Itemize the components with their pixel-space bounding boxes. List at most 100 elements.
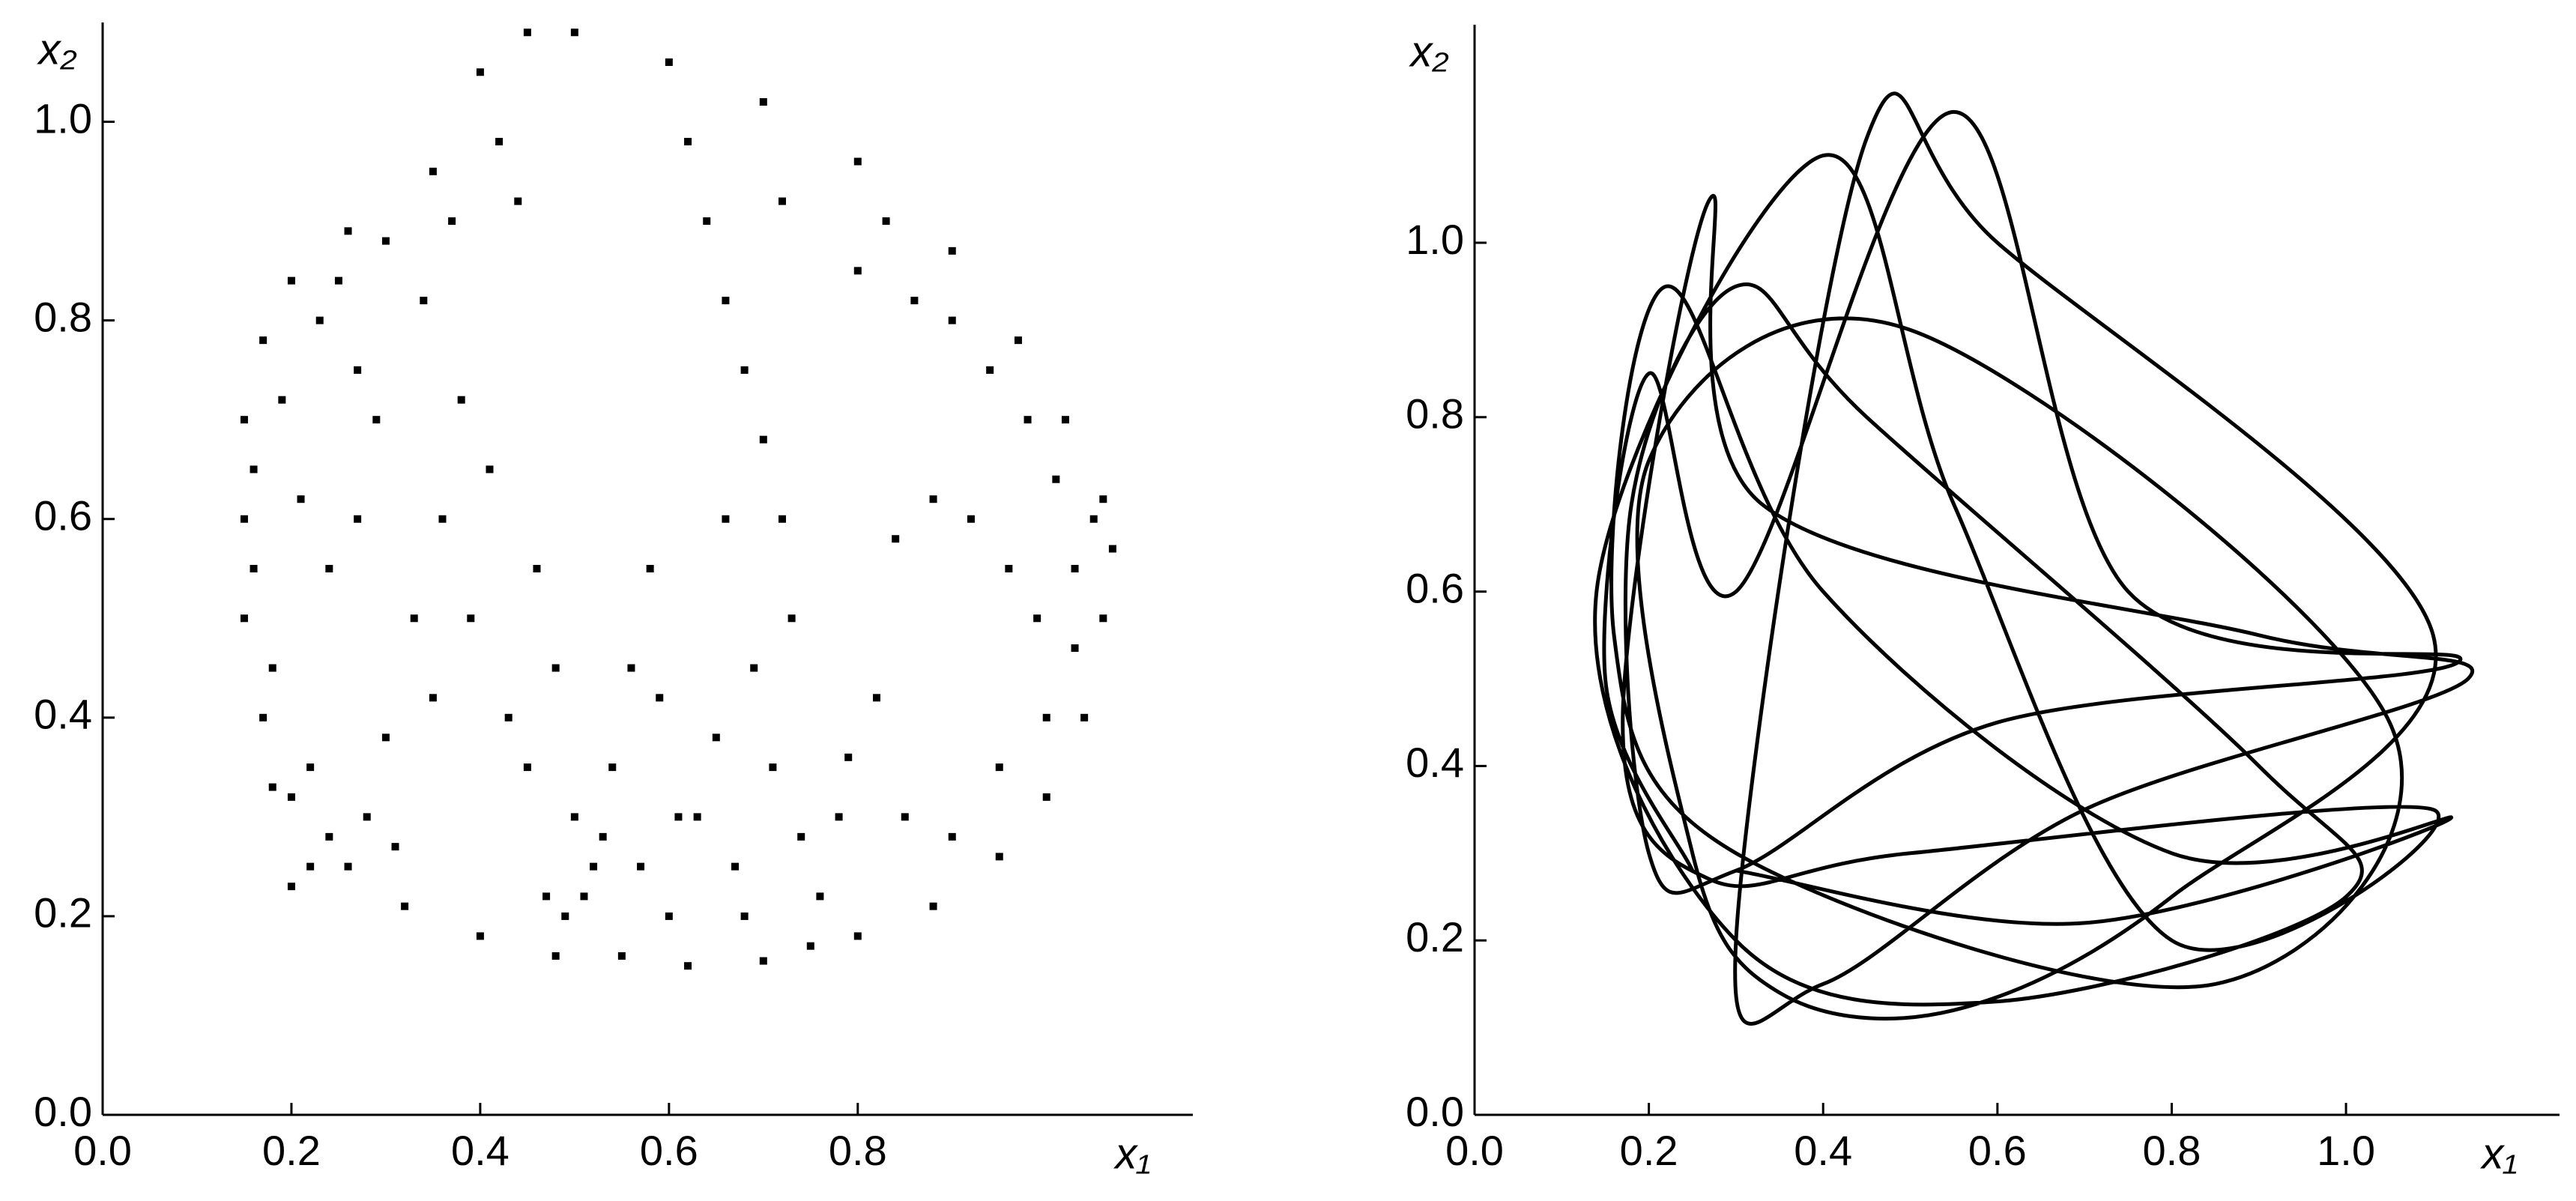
point (372, 416, 381, 424)
point (740, 912, 749, 920)
x-tick-label: 0.2 (262, 1127, 321, 1174)
point (665, 58, 673, 67)
x-axis-label: x₁ (2479, 1129, 2517, 1178)
y-tick-label: 0.4 (1406, 739, 1464, 786)
point (674, 813, 683, 821)
x-axis-label: x₁ (1113, 1129, 1150, 1178)
point (533, 565, 541, 572)
point (278, 396, 286, 404)
point (750, 664, 758, 672)
point (240, 416, 248, 424)
point (240, 614, 248, 623)
point (759, 957, 767, 965)
point (344, 227, 352, 235)
point (315, 316, 324, 324)
point (1099, 495, 1107, 503)
point (910, 297, 919, 305)
point (892, 535, 900, 543)
point (354, 515, 362, 523)
point (401, 902, 409, 910)
point (551, 952, 560, 960)
point (948, 832, 956, 841)
point (797, 832, 805, 841)
x-tick-label: 0.2 (1620, 1127, 1678, 1174)
point (268, 783, 276, 791)
point (590, 862, 598, 871)
point (1099, 614, 1107, 623)
point (693, 813, 701, 821)
point (259, 713, 267, 721)
x-tick-label: 1.0 (2317, 1127, 2375, 1174)
y-tick-label: 0.6 (1406, 564, 1464, 611)
point (297, 495, 305, 503)
point (637, 862, 645, 871)
point (617, 952, 626, 960)
point (363, 813, 371, 821)
point (476, 932, 484, 940)
point (816, 892, 824, 901)
point (504, 713, 513, 721)
y-tick-label: 0.2 (1406, 913, 1464, 961)
point (486, 465, 494, 474)
y-tick-label: 0.6 (34, 492, 92, 539)
point (240, 515, 248, 523)
point (986, 366, 994, 374)
point (438, 515, 447, 523)
y-tick-label: 0.8 (1406, 390, 1464, 438)
point (608, 763, 617, 772)
chart: 0.0 0.2 0.4 0.6 0.8 1.0 0.0 0.2 0.4 0.6 0.8 1.0 x₁ x₂ (1406, 25, 2560, 1178)
y-tick-label: 0.0 (1406, 1088, 1464, 1135)
point (457, 396, 465, 404)
point (410, 614, 418, 623)
point (787, 614, 796, 623)
point (420, 297, 428, 305)
point (306, 763, 315, 772)
point (381, 733, 390, 742)
point (1071, 644, 1079, 653)
point (948, 316, 956, 324)
point (1071, 565, 1079, 572)
y-axis-label: x₂ (1408, 27, 1448, 76)
point (570, 28, 578, 37)
point (656, 694, 664, 702)
point (901, 813, 909, 821)
point (722, 297, 730, 305)
point (1080, 713, 1089, 721)
point (429, 694, 437, 702)
x-tick-label: 0.0 (1445, 1127, 1504, 1174)
point (778, 515, 787, 523)
point (287, 276, 295, 285)
point (1052, 475, 1060, 483)
chart: 0.0 0.2 0.4 0.6 0.8 0.0 0.2 0.4 0.6 0.8 1.0 x₁ x₂ (34, 22, 1193, 1178)
point (287, 793, 295, 801)
point (835, 813, 843, 821)
point (759, 435, 767, 444)
point (570, 813, 578, 821)
point (882, 217, 890, 226)
point (967, 515, 975, 523)
point (665, 912, 673, 920)
y-tick-label: 0.8 (34, 293, 92, 340)
point (495, 138, 504, 146)
point (1089, 515, 1098, 523)
point (853, 932, 862, 940)
point (806, 942, 814, 950)
point (467, 614, 475, 623)
trajectory (1593, 91, 2475, 1026)
point (844, 753, 853, 761)
point (1061, 416, 1069, 424)
point (740, 366, 749, 374)
point (1108, 545, 1116, 553)
point (1014, 336, 1022, 345)
point (684, 138, 692, 146)
point (334, 276, 342, 285)
point (259, 336, 267, 345)
y-tick-label: 0.0 (34, 1088, 92, 1135)
x-tick-label: 0.4 (1794, 1127, 1852, 1174)
x-tick-label: 0.8 (829, 1127, 887, 1174)
point (712, 733, 720, 742)
point (250, 565, 258, 572)
point (344, 862, 352, 871)
point (1042, 793, 1050, 801)
